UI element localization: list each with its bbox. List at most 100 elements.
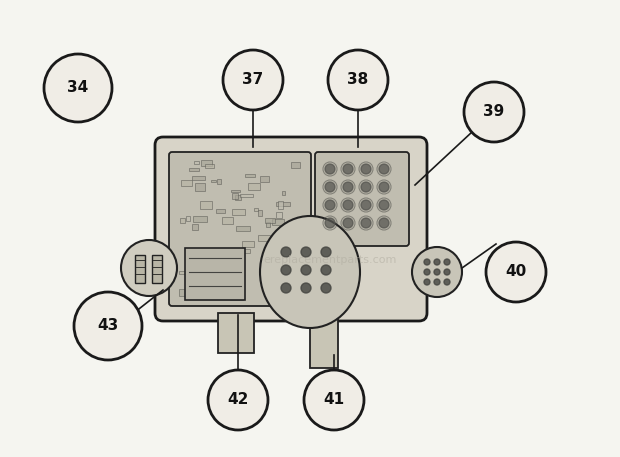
FancyBboxPatch shape xyxy=(216,209,224,213)
FancyBboxPatch shape xyxy=(189,168,198,171)
FancyBboxPatch shape xyxy=(188,282,196,285)
FancyBboxPatch shape xyxy=(232,209,245,215)
FancyBboxPatch shape xyxy=(240,194,253,197)
FancyBboxPatch shape xyxy=(276,212,282,218)
Circle shape xyxy=(486,242,546,302)
Circle shape xyxy=(444,269,450,275)
Circle shape xyxy=(343,182,353,192)
FancyBboxPatch shape xyxy=(264,265,272,271)
FancyBboxPatch shape xyxy=(169,152,311,306)
Circle shape xyxy=(281,247,291,257)
FancyBboxPatch shape xyxy=(237,249,250,253)
FancyBboxPatch shape xyxy=(217,179,221,184)
Ellipse shape xyxy=(412,247,462,297)
FancyBboxPatch shape xyxy=(180,218,185,223)
FancyBboxPatch shape xyxy=(266,264,270,271)
FancyBboxPatch shape xyxy=(297,262,309,265)
FancyBboxPatch shape xyxy=(273,256,280,260)
Text: 34: 34 xyxy=(68,80,89,96)
Circle shape xyxy=(325,182,335,192)
Circle shape xyxy=(424,279,430,285)
Circle shape xyxy=(434,269,440,275)
Circle shape xyxy=(444,259,450,265)
Circle shape xyxy=(74,292,142,360)
Circle shape xyxy=(361,218,371,228)
FancyBboxPatch shape xyxy=(179,271,192,274)
FancyBboxPatch shape xyxy=(291,268,300,275)
FancyBboxPatch shape xyxy=(232,193,238,199)
Circle shape xyxy=(328,50,388,110)
FancyBboxPatch shape xyxy=(286,265,292,270)
Bar xyxy=(218,313,254,353)
FancyBboxPatch shape xyxy=(190,272,202,275)
Circle shape xyxy=(424,259,430,265)
Circle shape xyxy=(343,218,353,228)
Ellipse shape xyxy=(121,240,177,296)
FancyBboxPatch shape xyxy=(286,281,295,284)
FancyBboxPatch shape xyxy=(179,289,187,296)
FancyBboxPatch shape xyxy=(279,254,286,261)
FancyBboxPatch shape xyxy=(200,201,212,209)
Circle shape xyxy=(281,265,291,275)
Circle shape xyxy=(321,283,331,293)
FancyBboxPatch shape xyxy=(223,217,232,224)
Circle shape xyxy=(44,54,112,122)
Circle shape xyxy=(343,200,353,210)
FancyBboxPatch shape xyxy=(278,201,283,209)
Circle shape xyxy=(424,269,430,275)
Text: 39: 39 xyxy=(484,105,505,119)
Bar xyxy=(152,255,162,283)
FancyBboxPatch shape xyxy=(190,250,198,255)
FancyBboxPatch shape xyxy=(315,152,409,246)
FancyBboxPatch shape xyxy=(211,180,216,182)
Circle shape xyxy=(361,200,371,210)
Circle shape xyxy=(343,164,353,174)
Circle shape xyxy=(434,259,440,265)
FancyBboxPatch shape xyxy=(295,282,306,286)
FancyBboxPatch shape xyxy=(155,137,427,321)
FancyBboxPatch shape xyxy=(254,208,258,211)
Circle shape xyxy=(379,200,389,210)
FancyBboxPatch shape xyxy=(201,268,211,275)
Ellipse shape xyxy=(260,216,360,328)
Circle shape xyxy=(321,265,331,275)
Bar xyxy=(135,255,145,283)
FancyBboxPatch shape xyxy=(205,164,214,168)
FancyBboxPatch shape xyxy=(192,176,205,180)
Circle shape xyxy=(301,283,311,293)
FancyBboxPatch shape xyxy=(195,254,203,258)
FancyBboxPatch shape xyxy=(192,223,198,230)
FancyBboxPatch shape xyxy=(195,183,205,191)
FancyBboxPatch shape xyxy=(242,241,254,247)
FancyBboxPatch shape xyxy=(201,160,213,166)
FancyBboxPatch shape xyxy=(258,235,270,241)
Text: 42: 42 xyxy=(228,393,249,408)
Text: 38: 38 xyxy=(347,73,369,87)
FancyBboxPatch shape xyxy=(282,191,285,195)
Text: 40: 40 xyxy=(505,265,526,280)
FancyBboxPatch shape xyxy=(236,226,250,231)
Circle shape xyxy=(321,247,331,257)
Bar xyxy=(185,248,245,300)
FancyBboxPatch shape xyxy=(226,270,231,272)
FancyBboxPatch shape xyxy=(258,210,262,216)
FancyBboxPatch shape xyxy=(187,216,190,221)
Text: 41: 41 xyxy=(324,393,345,408)
Circle shape xyxy=(304,370,364,430)
FancyBboxPatch shape xyxy=(277,202,290,206)
FancyBboxPatch shape xyxy=(278,245,290,249)
Circle shape xyxy=(223,50,283,110)
Circle shape xyxy=(325,164,335,174)
FancyBboxPatch shape xyxy=(291,162,300,168)
Circle shape xyxy=(434,279,440,285)
FancyBboxPatch shape xyxy=(231,190,240,192)
FancyBboxPatch shape xyxy=(230,294,243,300)
Bar xyxy=(310,313,338,368)
FancyBboxPatch shape xyxy=(208,287,214,289)
Circle shape xyxy=(301,265,311,275)
Circle shape xyxy=(379,218,389,228)
FancyBboxPatch shape xyxy=(260,175,268,182)
Text: ereplacementparts.com: ereplacementparts.com xyxy=(264,255,397,265)
Circle shape xyxy=(325,200,335,210)
FancyBboxPatch shape xyxy=(265,222,270,227)
